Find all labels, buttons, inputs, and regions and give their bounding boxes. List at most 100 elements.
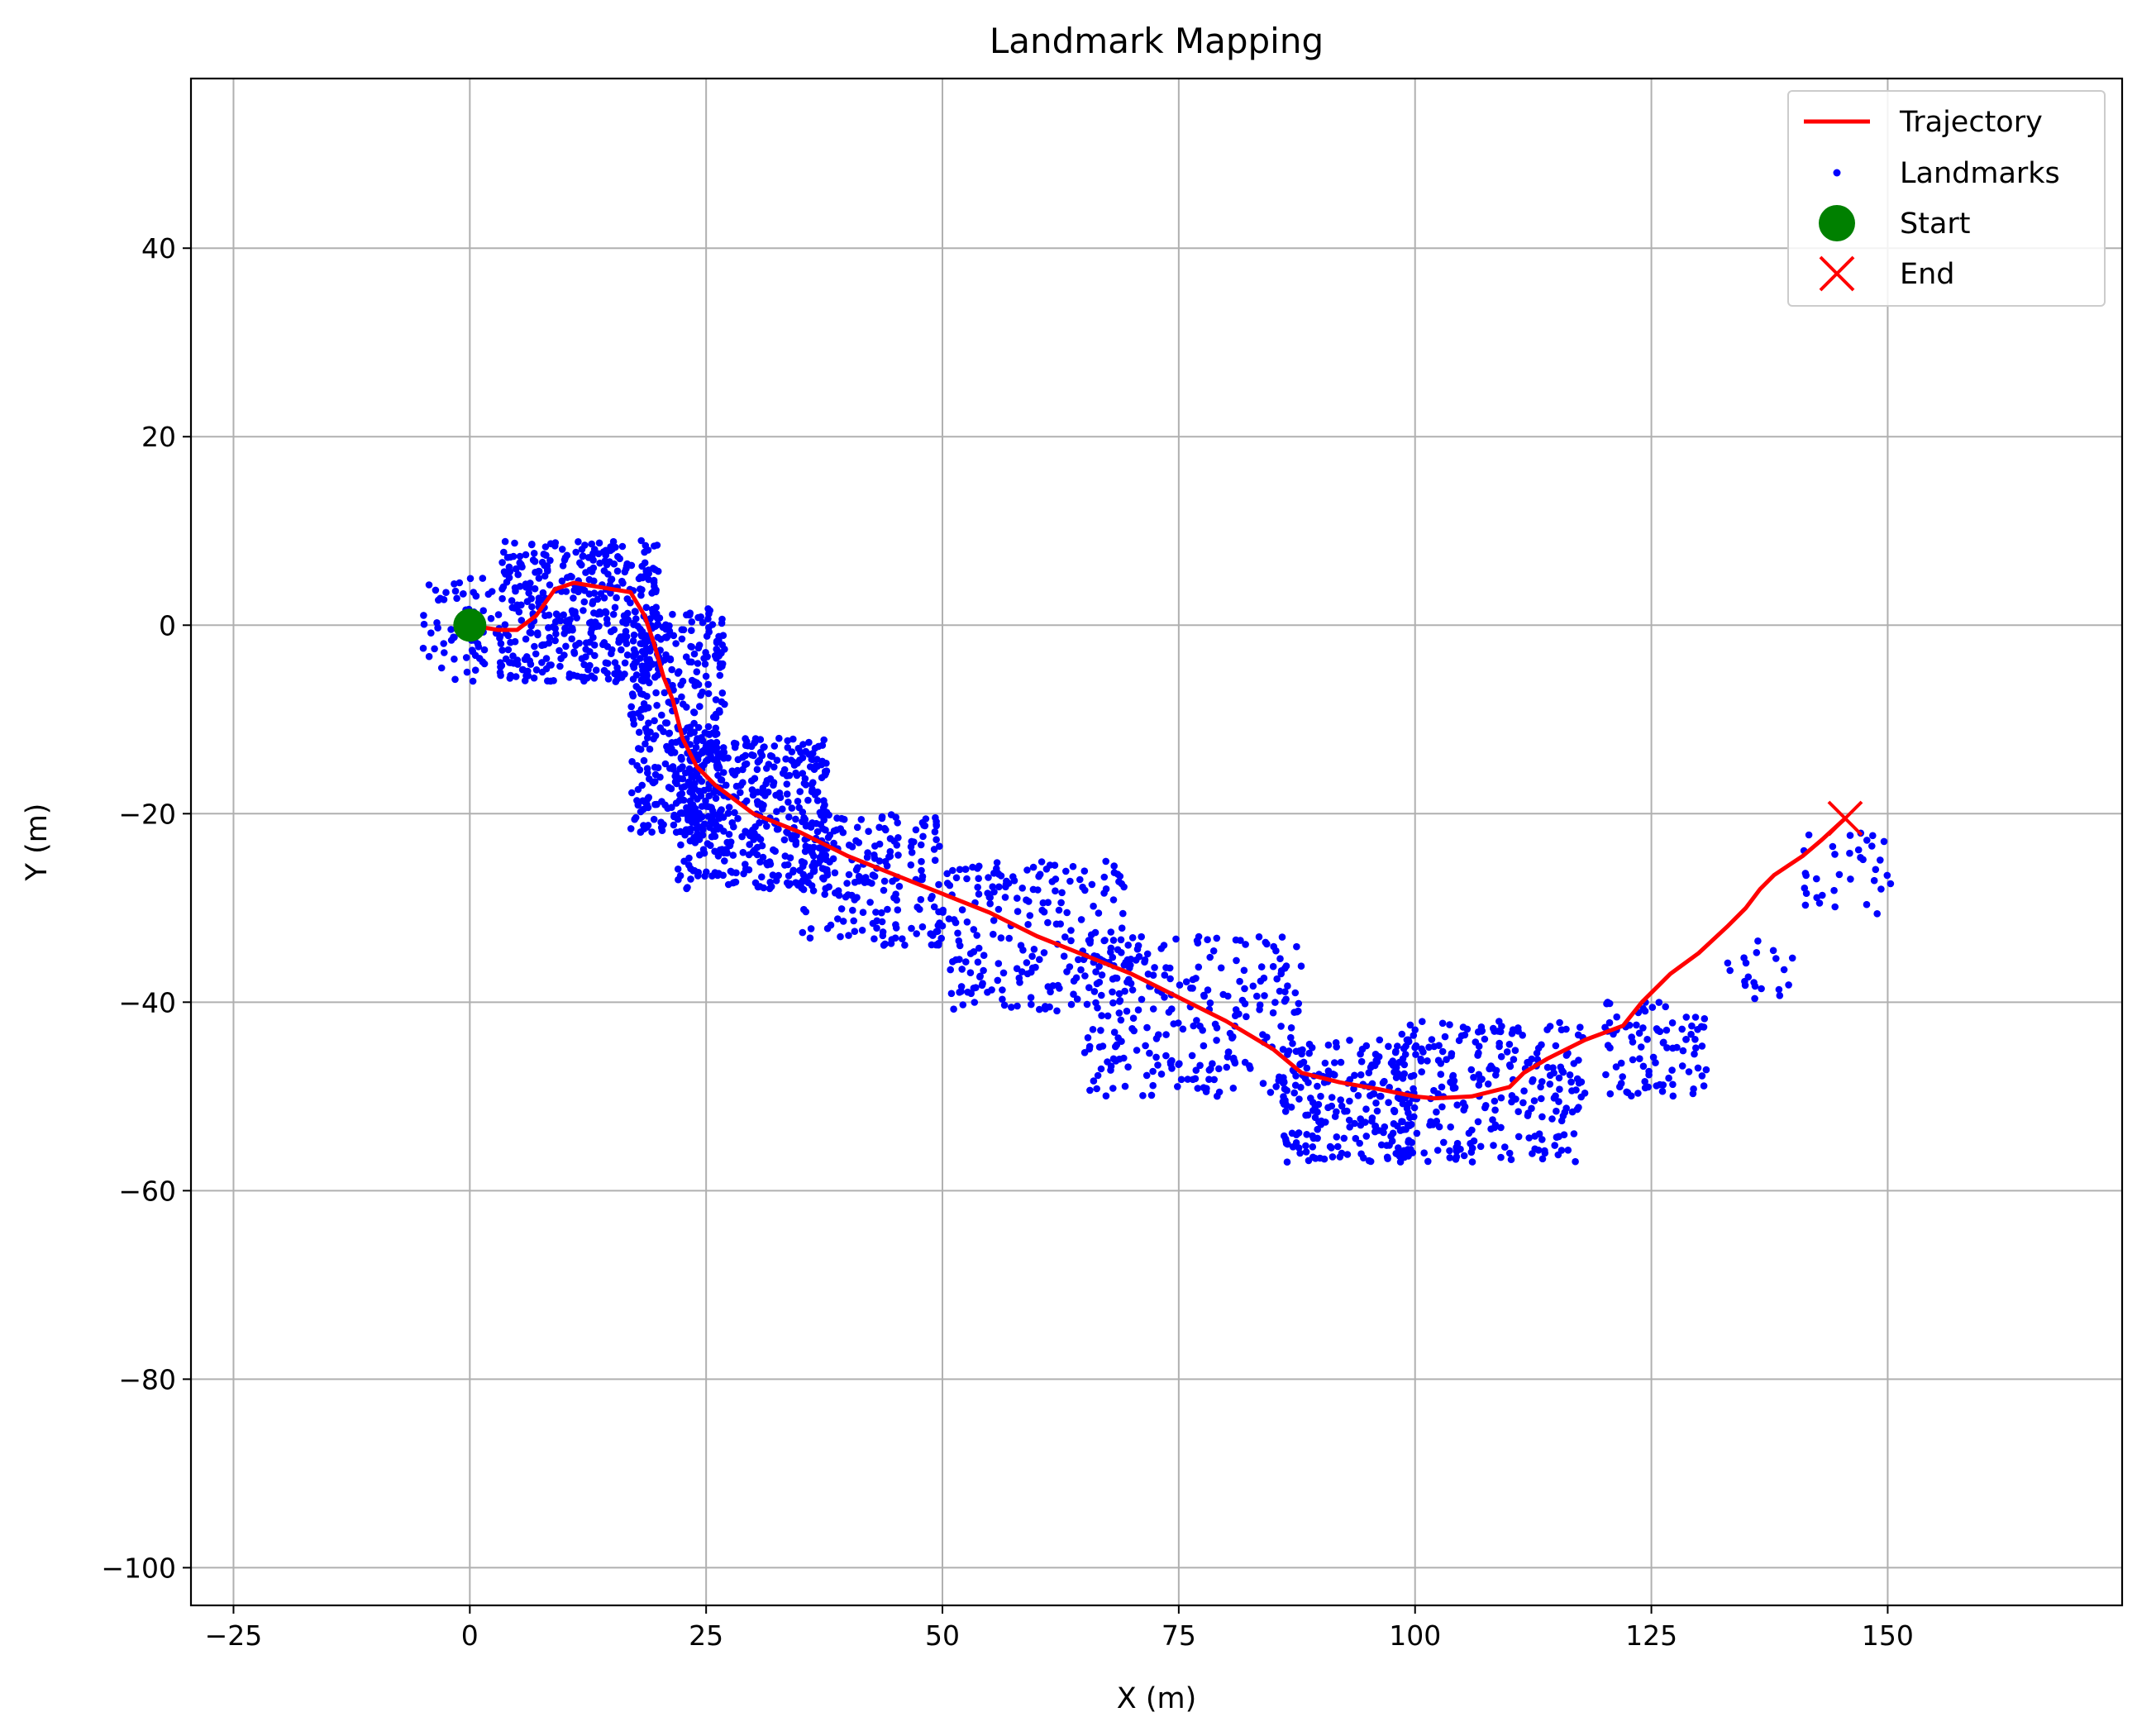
landmark-point (1528, 1104, 1535, 1113)
landmark-point (1272, 1083, 1280, 1090)
landmark-point (524, 667, 532, 675)
landmark-point (1223, 1063, 1231, 1071)
landmark-point (676, 809, 685, 817)
landmark-point (851, 879, 859, 886)
landmark-point (1289, 1040, 1296, 1047)
landmark-point (1044, 918, 1052, 927)
landmark-point (1126, 964, 1133, 972)
landmark-point (1052, 887, 1059, 894)
landmark-point (1401, 1051, 1410, 1058)
landmark-point (695, 787, 704, 795)
landmark-point (1280, 1074, 1287, 1081)
landmark-point (692, 751, 699, 758)
landmark-point (1083, 1000, 1091, 1009)
landmark-point (1602, 1071, 1610, 1079)
landmark-point (1575, 1104, 1582, 1111)
landmark-point (794, 798, 802, 805)
landmark-point (1067, 1000, 1076, 1009)
landmark-point (532, 650, 540, 658)
landmark-point (436, 594, 444, 603)
landmark-point (528, 603, 536, 611)
landmark-point (469, 677, 477, 685)
landmark-point (962, 958, 970, 966)
landmark-point (603, 642, 612, 651)
landmark-point (685, 765, 694, 773)
landmark-point (646, 775, 653, 783)
landmark-point (1182, 978, 1190, 985)
landmark-point (696, 851, 704, 859)
landmark-point (1613, 1013, 1620, 1021)
landmark-point (1184, 1075, 1191, 1083)
landmark-point (823, 856, 830, 864)
landmark-point (1682, 1013, 1691, 1021)
landmark-point (1094, 1071, 1102, 1080)
landmark-point (1060, 952, 1068, 960)
landmark-point (806, 763, 814, 770)
landmark-point (1338, 1102, 1346, 1110)
landmark-point (1321, 1059, 1329, 1067)
landmark-point (642, 603, 651, 612)
landmark-point (806, 934, 814, 942)
landmark-point (1508, 1092, 1516, 1099)
landmark-point (963, 875, 971, 883)
landmark-point (922, 815, 930, 823)
landmark-point (819, 804, 828, 812)
landmark-point (712, 696, 720, 703)
landmark-point (751, 775, 759, 782)
landmark-point (1701, 1015, 1709, 1023)
landmark-point (1433, 1147, 1442, 1154)
landmark-point (590, 675, 599, 682)
landmark-point (1831, 851, 1839, 858)
landmark-point (717, 808, 724, 815)
landmark-point (1143, 1023, 1151, 1032)
landmark-point (591, 651, 599, 660)
landmark-point (1383, 1153, 1391, 1161)
landmark-point (884, 905, 891, 913)
landmark-point (1018, 885, 1026, 892)
landmark-point (1788, 954, 1796, 962)
landmark-point (1331, 1113, 1339, 1120)
landmark-point (802, 781, 810, 789)
landmark-point (754, 758, 762, 766)
landmark-point (1472, 1038, 1480, 1046)
landmark-point (975, 890, 983, 898)
landmark-point (1090, 988, 1099, 995)
landmark-point (653, 614, 661, 622)
landmark-point (713, 761, 721, 769)
landmark-point (865, 827, 872, 835)
landmark-point (629, 710, 637, 718)
landmark-point (627, 825, 635, 832)
landmark-point (1324, 1041, 1333, 1049)
landmark-point (516, 552, 524, 560)
landmark-point (813, 797, 822, 804)
legend-landmarks-swatch (1833, 169, 1841, 177)
landmark-point (1242, 941, 1249, 948)
landmark-point (832, 889, 839, 897)
landmark-point (1519, 1099, 1527, 1107)
landmark-point (689, 792, 697, 800)
landmark-point (1525, 1134, 1533, 1142)
landmark-point (1555, 1074, 1563, 1082)
landmark-point (500, 548, 508, 556)
landmark-point (653, 702, 661, 709)
landmark-point (1673, 1043, 1681, 1052)
landmark-point (565, 619, 573, 627)
landmark-point (589, 564, 598, 572)
landmark-point (1204, 936, 1211, 943)
landmark-point (1352, 1134, 1360, 1142)
landmark-point (931, 827, 939, 836)
landmark-point (487, 614, 495, 622)
landmark-point (535, 599, 542, 606)
landmark-point (1249, 982, 1257, 990)
landmark-point (805, 738, 813, 746)
landmark-point (687, 802, 694, 809)
landmark-point (1351, 1119, 1358, 1128)
landmark-point (1538, 1113, 1546, 1121)
landmark-point (696, 703, 704, 710)
landmark-point (739, 848, 747, 856)
landmark-point (691, 682, 699, 689)
landmark-point (1014, 908, 1022, 915)
landmark-point (1491, 1106, 1499, 1114)
landmark-point (1446, 1147, 1453, 1155)
landmark-point (654, 633, 661, 641)
